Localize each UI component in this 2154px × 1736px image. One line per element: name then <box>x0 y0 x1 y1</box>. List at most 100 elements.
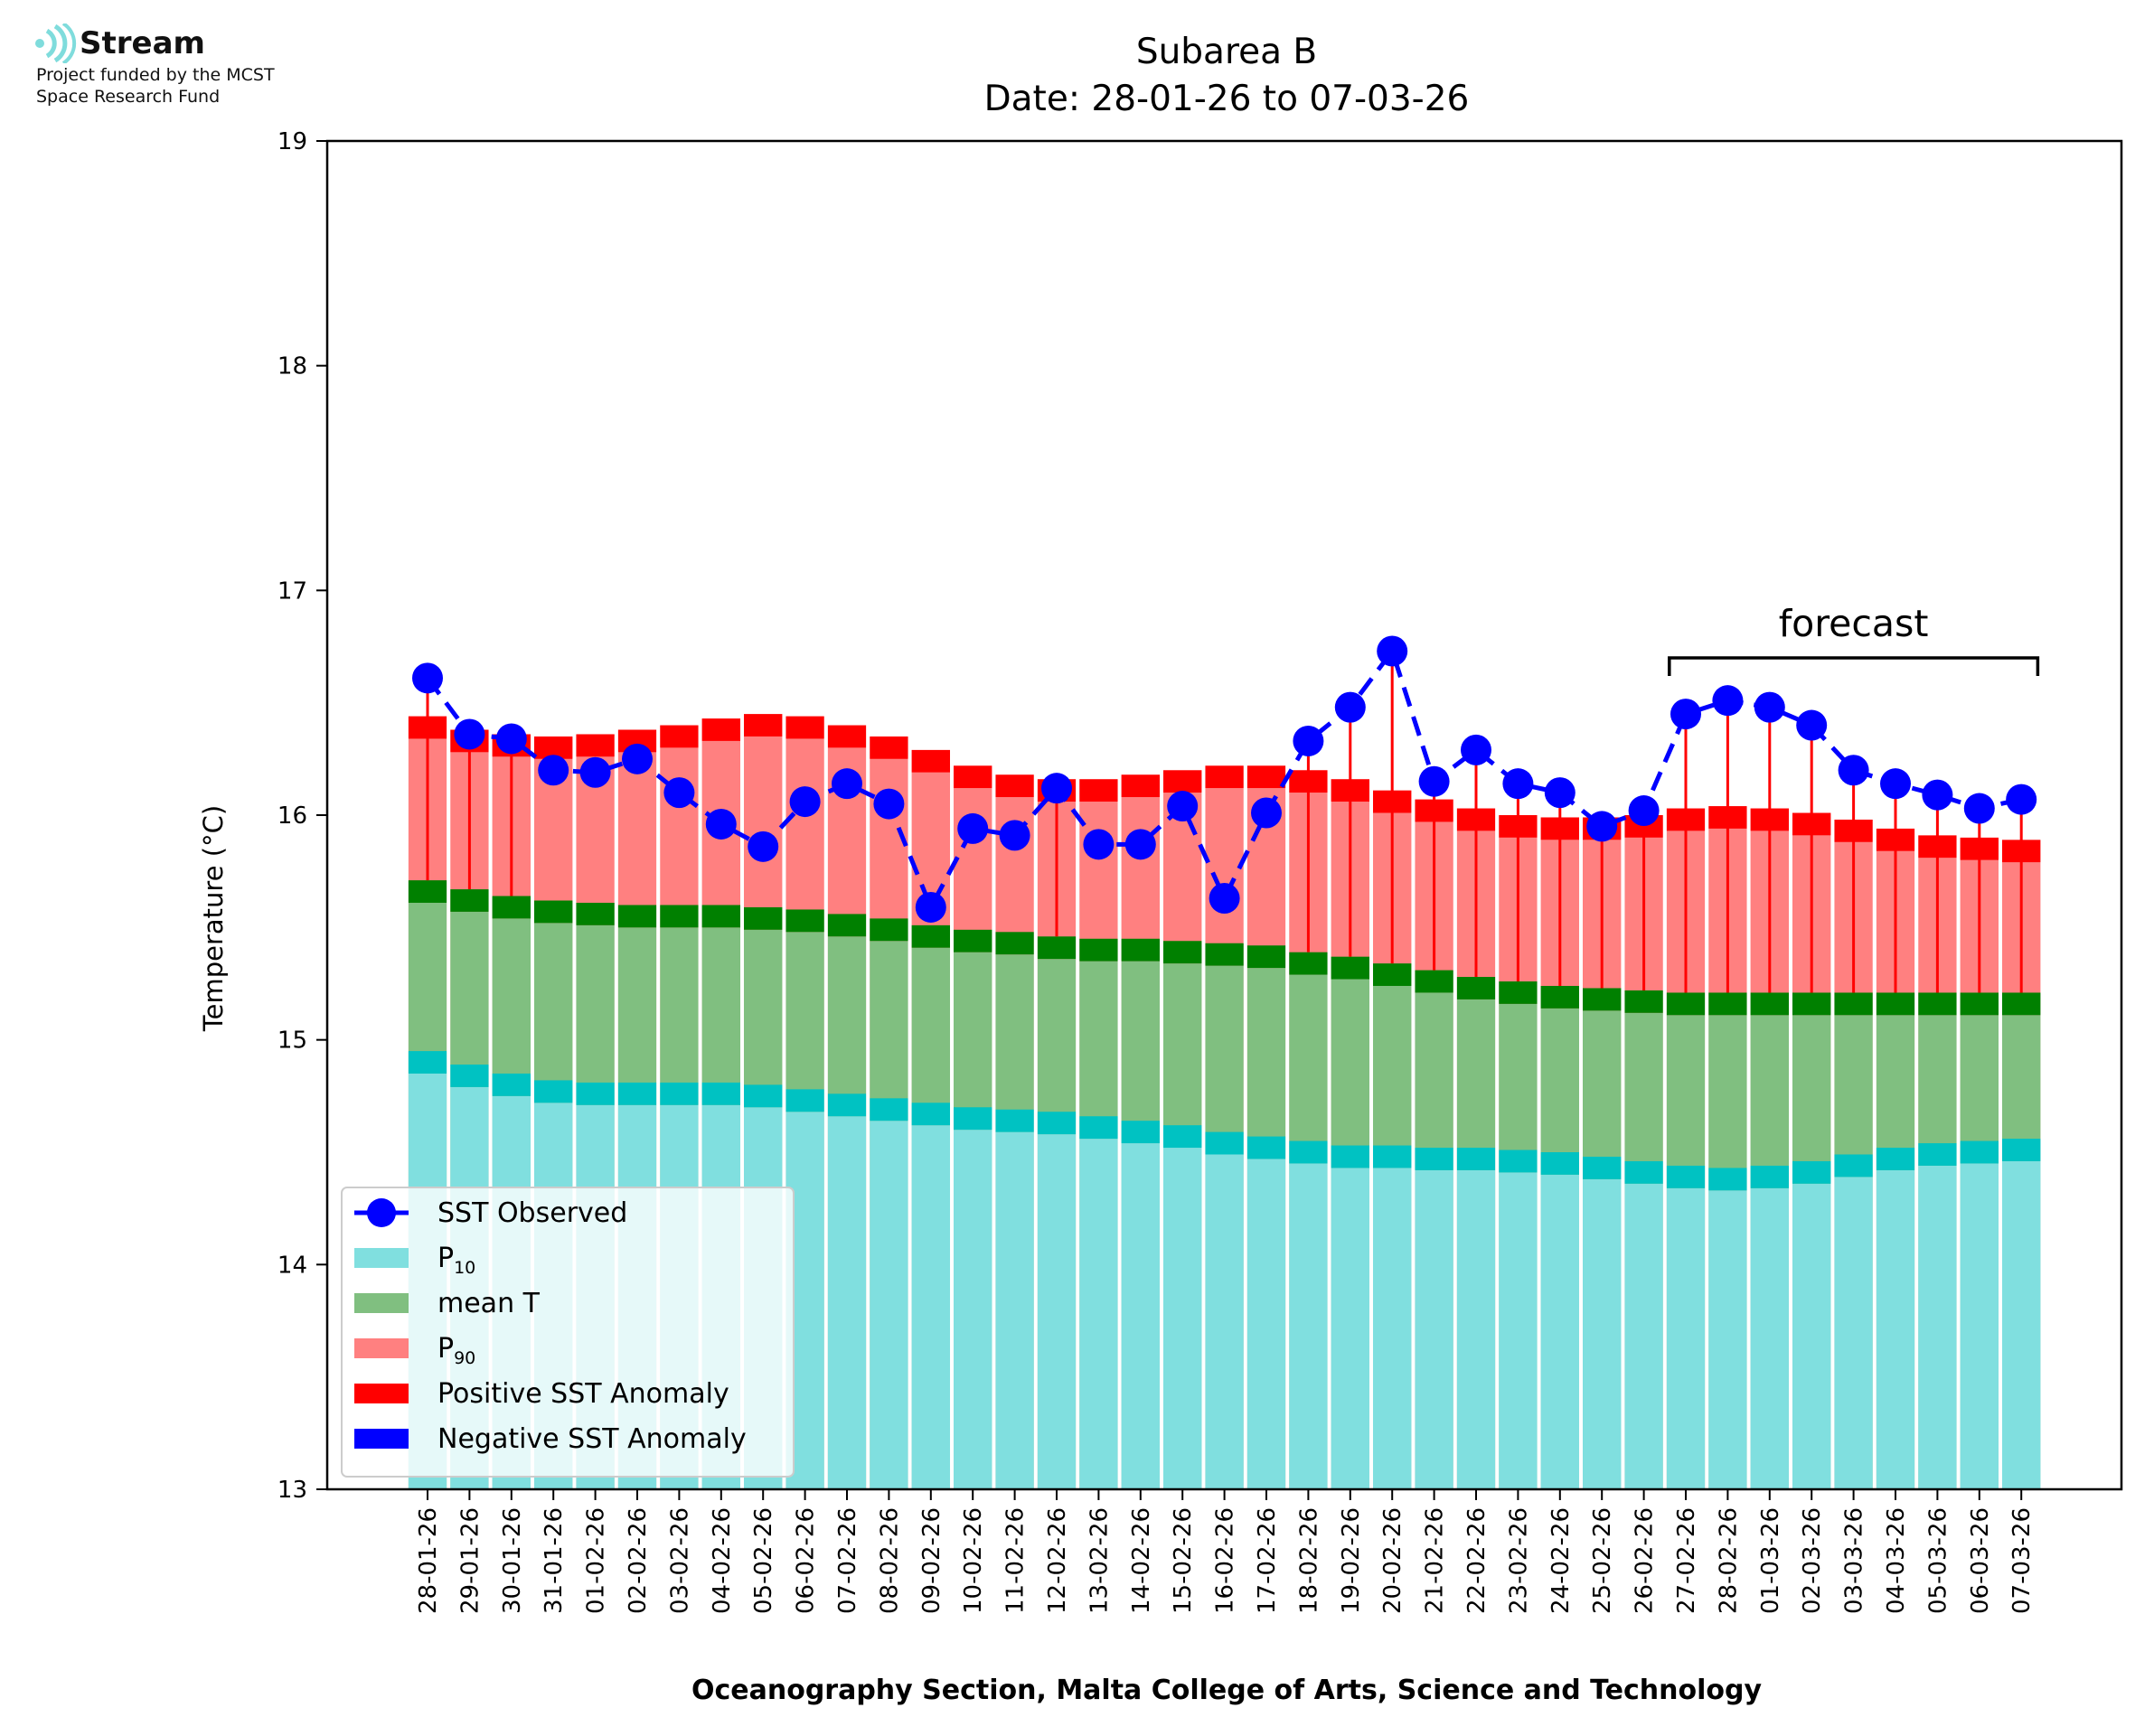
p10-bar-cap <box>827 1093 867 1117</box>
mean-bar-cap <box>1121 938 1161 962</box>
p10-bar <box>1708 1190 1747 1489</box>
legend-p90-swatch <box>354 1338 409 1358</box>
mean-bar-cap <box>953 929 992 952</box>
p10-bar-cap <box>1499 1150 1538 1173</box>
x-tick-label: 06-02-26 <box>793 1507 820 1614</box>
p10-bar-cap <box>1289 1140 1328 1164</box>
p10-bar <box>1582 1178 1622 1489</box>
sst-observed-point <box>1124 829 1156 860</box>
stream-logo-icon <box>35 22 77 65</box>
legend-label-pos: Positive SST Anomaly <box>437 1378 729 1410</box>
mean-bar-cap <box>1499 981 1538 1004</box>
p90-bar-cap <box>660 725 699 748</box>
mean-bar-cap <box>408 880 447 903</box>
x-tick-label: 25-02-26 <box>1589 1507 1616 1614</box>
x-tick-label: 24-02-26 <box>1547 1507 1575 1614</box>
p10-bar <box>1792 1183 1831 1489</box>
sst-observed-point <box>873 788 905 820</box>
p10-bar <box>1960 1163 1999 1489</box>
p10-bar-cap <box>1079 1116 1118 1140</box>
x-axis-label: Oceanography Section, Malta College of A… <box>691 1675 1763 1706</box>
legend-label-mean: mean T <box>437 1288 541 1319</box>
p90-bar-cap <box>870 736 908 759</box>
p90-bar-cap <box>743 714 783 737</box>
y-tick-label: 19 <box>277 128 307 155</box>
legend-label-sst: SST Observed <box>437 1197 627 1229</box>
mean-bar-cap <box>1834 992 1873 1016</box>
sst-observed-point <box>663 777 695 809</box>
x-tick-label: 09-02-26 <box>918 1507 945 1614</box>
sst-observed-point <box>1334 691 1366 723</box>
p10-bar <box>1079 1139 1118 1489</box>
sst-observed-point <box>1670 699 1701 730</box>
legend-pos-swatch <box>354 1384 409 1403</box>
y-tick-label: 13 <box>277 1477 307 1504</box>
x-tick-label: 18-02-26 <box>1295 1507 1322 1614</box>
sst-observed-point <box>789 786 821 818</box>
p10-bar-cap <box>533 1080 573 1103</box>
p10-bar-cap <box>576 1082 615 1105</box>
p10-bar-cap <box>450 1065 489 1087</box>
mean-bar-cap <box>1624 990 1663 1013</box>
sst-observed-point <box>1251 797 1282 829</box>
p10-bar <box>1540 1174 1580 1489</box>
x-tick-label: 23-02-26 <box>1505 1507 1532 1614</box>
p10-bar-cap <box>617 1082 657 1105</box>
x-tick-label: 01-03-26 <box>1757 1507 1784 1614</box>
p10-bar-cap <box>660 1082 699 1105</box>
p10-bar <box>1246 1159 1286 1489</box>
legend-p10-swatch <box>354 1248 409 1268</box>
p10-bar <box>1037 1134 1077 1489</box>
x-tick-label: 21-02-26 <box>1422 1507 1449 1614</box>
x-tick-label: 04-02-26 <box>709 1507 736 1614</box>
p10-bar-cap <box>1708 1168 1747 1191</box>
sst-observed-point <box>579 756 611 788</box>
p10-bar <box>1289 1163 1328 1489</box>
p10-bar <box>1876 1169 1915 1489</box>
forecast-bracket <box>1668 656 2040 676</box>
mean-bar-cap <box>492 896 531 919</box>
mean-bar-cap <box>1918 992 1957 1016</box>
mean-bar-cap <box>1792 992 1831 1016</box>
p10-bar-cap <box>1960 1140 1999 1164</box>
sst-observed-point <box>999 820 1030 851</box>
mean-bar-cap <box>911 924 951 948</box>
p10-bar-cap <box>492 1073 531 1096</box>
sst-observed-point <box>1041 773 1072 804</box>
sst-observed-point <box>1628 795 1660 827</box>
p90-bar-cap <box>1205 765 1244 789</box>
mean-bar-cap <box>660 905 699 928</box>
p10-bar-cap <box>953 1107 992 1131</box>
mean-bar-cap <box>1876 992 1915 1016</box>
mean-bar-cap <box>701 905 741 928</box>
y-tick-label: 18 <box>277 353 307 380</box>
p90-bar-cap <box>953 765 992 789</box>
x-tick-label: 05-02-26 <box>750 1507 777 1614</box>
x-tick-label: 13-02-26 <box>1086 1507 1113 1614</box>
x-tick-label: 22-02-26 <box>1463 1507 1491 1614</box>
mean-bar-cap <box>1708 992 1747 1016</box>
p10-bar-cap <box>1666 1165 1706 1188</box>
p10-bar <box>1372 1168 1412 1489</box>
p90-bar-cap <box>785 716 824 739</box>
forecast-label: forecast <box>1779 602 1929 645</box>
legend-label-p90: P90 <box>437 1333 475 1368</box>
x-tick-label: 19-02-26 <box>1338 1507 1365 1614</box>
p10-bar-cap <box>408 1051 447 1074</box>
sst-observed-point <box>1502 768 1534 800</box>
chart-title: Subarea B <box>1136 32 1317 72</box>
sst-observed-point <box>454 718 485 750</box>
y-axis-label: Temperature (°C) <box>198 805 229 1032</box>
chart-subtitle: Date: 28-01-26 to 07-03-26 <box>984 79 1470 119</box>
sst-observed-point <box>957 812 989 844</box>
x-tick-label: 27-02-26 <box>1673 1507 1700 1614</box>
sst-observed-point <box>1922 779 1953 811</box>
mean-bar-cap <box>870 918 908 942</box>
p10-bar <box>911 1125 951 1489</box>
sst-observed-point <box>495 723 527 755</box>
p90-bar-cap <box>911 749 951 773</box>
sst-observed-point <box>1712 685 1744 717</box>
mean-bar-cap <box>1666 992 1706 1016</box>
p90-bar-cap <box>1162 770 1202 793</box>
x-tick-label: 02-03-26 <box>1799 1507 1826 1614</box>
